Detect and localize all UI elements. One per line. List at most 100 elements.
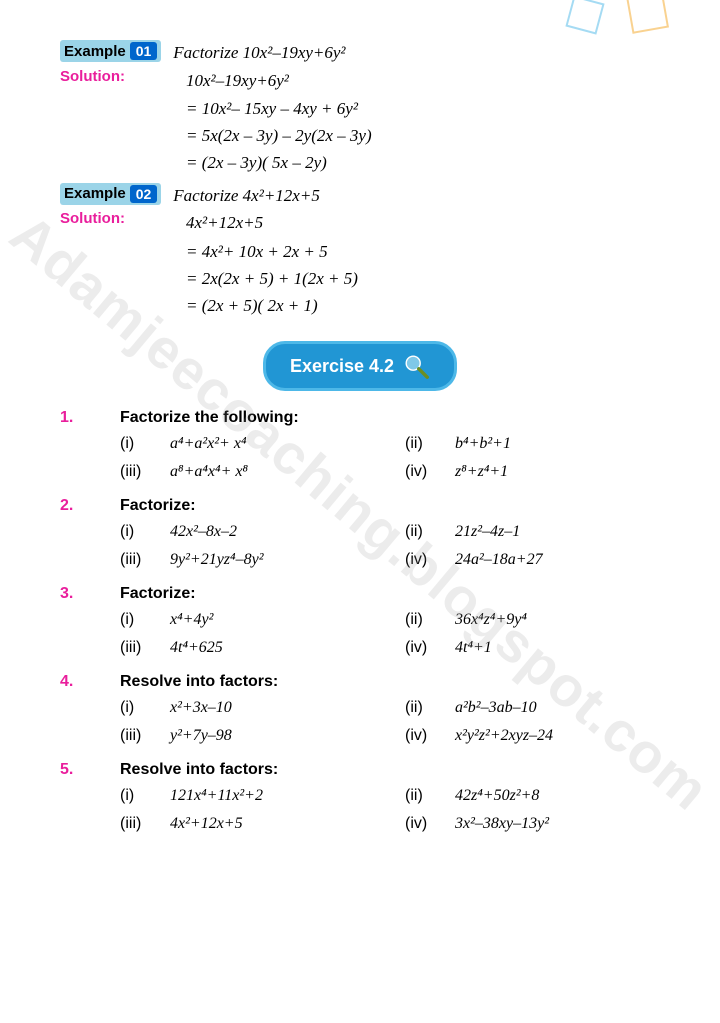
item-roman: (ii): [405, 611, 455, 629]
example-01: Example 01 Factorize 10x²–19xy+6y² Solut…: [60, 40, 660, 177]
item-expression: 4t⁴+625: [170, 639, 223, 657]
exercise-heading: Exercise 4.2: [60, 341, 660, 391]
item-roman: (ii): [405, 787, 455, 805]
item-roman: (i): [120, 787, 170, 805]
question-items: (i)a⁴+a²x²+ x⁴ (ii)b⁴+b²+1 (iii)a⁸+a⁴x⁴+ x…: [120, 435, 660, 481]
item-expression: 4x²+12x+5: [170, 815, 243, 833]
question-item: (iii)a⁸+a⁴x⁴+ x⁸: [120, 463, 375, 481]
question-title: Resolve into factors:: [120, 673, 278, 691]
item-expression: 121x⁴+11x²+2: [170, 787, 263, 805]
item-roman: (iv): [405, 463, 455, 481]
solution-label: Solution:: [60, 210, 168, 227]
example-word: Example: [64, 43, 126, 60]
example-label: Example 02: [60, 183, 161, 205]
item-expression: a⁸+a⁴x⁴+ x⁸: [170, 463, 248, 481]
item-expression: a²b²–3ab–10: [455, 699, 537, 717]
question-title: Resolve into factors:: [120, 761, 278, 779]
question-title: Factorize:: [120, 497, 196, 515]
example-prompt: Factorize 4x²+12x+5: [173, 183, 320, 209]
question-items: (i)x⁴+4y²(ii)36x⁴z⁴+9y⁴(iii)4t⁴+625(iv)4…: [120, 611, 660, 657]
item-expression: 42x²–8x–2: [170, 523, 237, 541]
example-label: Example 01: [60, 40, 161, 62]
exercise-pill: Exercise 4.2: [263, 341, 457, 391]
question-items: (i)121x⁴+11x²+2 (ii)42z⁴+50z²+8 (iii)4x²+1…: [120, 787, 660, 833]
item-roman: (i): [120, 435, 170, 453]
decoration-top: [560, 0, 680, 40]
item-roman: (iv): [405, 727, 455, 745]
question-item: (iii)4t⁴+625: [120, 639, 375, 657]
question-header: 1.Factorize the following:: [60, 409, 660, 427]
question-number: 3.: [60, 585, 120, 603]
question-number: 4.: [60, 673, 120, 691]
item-roman: (iv): [405, 815, 455, 833]
question-item: (ii)42z⁴+50z²+8: [405, 787, 660, 805]
question-item: (iv)24a²–18a+27: [405, 551, 660, 569]
item-expression: z⁸+z⁴+1: [455, 463, 508, 481]
question: 1.Factorize the following: (i)a⁴+a²x²+ x⁴…: [60, 409, 660, 481]
solution-line: = 5x(2x – 3y) – 2y(2x – 3y): [186, 122, 660, 149]
question-item: (ii)21z²–4z–1: [405, 523, 660, 541]
question-item: (ii)b⁴+b²+1: [405, 435, 660, 453]
solution-line: = 4x²+ 10x + 2x + 5: [186, 238, 660, 265]
question: 5.Resolve into factors:(i)121x⁴+11x²+2(i…: [60, 761, 660, 833]
solution-line: = 2x(2x + 5) + 1(2x + 5): [186, 265, 660, 292]
item-expression: 9y²+21yz⁴–8y²: [170, 551, 263, 569]
magnifier-icon: [402, 352, 430, 380]
item-expression: 3x²–38xy–13y²: [455, 815, 549, 833]
question-item: (iv)x²y²z²+2xyz–24: [405, 727, 660, 745]
question-number: 5.: [60, 761, 120, 779]
question-number: 2.: [60, 497, 120, 515]
question-item: (i)121x⁴+11x²+2: [120, 787, 375, 805]
exercise-title: Exercise 4.2: [290, 356, 394, 377]
solution-line: = (2x + 5)( 2x + 1): [186, 292, 660, 319]
item-expression: b⁴+b²+1: [455, 435, 511, 453]
item-expression: y²+7y–98: [170, 727, 232, 745]
item-roman: (iii): [120, 727, 170, 745]
example-02: Example 02 Factorize 4x²+12x+5 Solution:…: [60, 183, 660, 320]
question-header: 4.Resolve into factors:: [60, 673, 660, 691]
item-expression: 42z⁴+50z²+8: [455, 787, 539, 805]
question-header: 3.Factorize:: [60, 585, 660, 603]
question-item: (iii)4x²+12x+5: [120, 815, 375, 833]
item-expression: 21z²–4z–1: [455, 523, 520, 541]
solution-line: = (2x – 3y)( 5x – 2y): [186, 149, 660, 176]
solution-line: 4x²+12x+5: [186, 210, 263, 236]
item-roman: (ii): [405, 523, 455, 541]
item-roman: (iv): [405, 551, 455, 569]
item-expression: x⁴+4y²: [170, 611, 213, 629]
question: 4.Resolve into factors: (i)x²+3x–10 (ii)a²…: [60, 673, 660, 745]
item-expression: 24a²–18a+27: [455, 551, 543, 569]
item-roman: (ii): [405, 435, 455, 453]
item-roman: (iv): [405, 639, 455, 657]
question-item: (iii)9y²+21yz⁴–8y²: [120, 551, 375, 569]
question-item: (i)a⁴+a²x²+ x⁴: [120, 435, 375, 453]
item-expression: x²+3x–10: [170, 699, 232, 717]
item-roman: (iii): [120, 639, 170, 657]
question-items: (i)42x²–8x–2 (ii)21z²–4z–1 (iii)9y²+21yz⁴–…: [120, 523, 660, 569]
solution-label: Solution:: [60, 68, 168, 85]
question-number: 1.: [60, 409, 120, 427]
question-items: (i)x²+3x–10(ii)a²b²–3ab–10(iii)y²+7y–98(…: [120, 699, 660, 745]
item-expression: 4t⁴+1: [455, 639, 492, 657]
item-expression: a⁴+a²x²+ x⁴: [170, 435, 247, 453]
question-header: 2.Factorize:: [60, 497, 660, 515]
item-roman: (i): [120, 699, 170, 717]
example-prompt: Factorize 10x²–19xy+6y²: [173, 40, 345, 66]
question-item: (i)x⁴+4y²: [120, 611, 375, 629]
question-item: (iii)y²+7y–98: [120, 727, 375, 745]
item-roman: (i): [120, 611, 170, 629]
questions-container: 1.Factorize the following:(i)a⁴+a²x²+ x⁴…: [60, 409, 660, 833]
question-item: (iv)z⁸+z⁴+1: [405, 463, 660, 481]
question-item: (i)42x²–8x–2: [120, 523, 375, 541]
question-title: Factorize:: [120, 585, 196, 603]
question-item: (i)x²+3x–10: [120, 699, 375, 717]
item-expression: x²y²z²+2xyz–24: [455, 727, 553, 745]
item-roman: (iii): [120, 815, 170, 833]
solution-line: = 10x²– 15xy – 4xy + 6y²: [186, 95, 660, 122]
question-item: (ii)a²b²–3ab–10: [405, 699, 660, 717]
example-word: Example: [64, 185, 126, 202]
question: 3.Factorize:(i)x⁴+4y²(ii)36x⁴z⁴+9y⁴(iii)…: [60, 585, 660, 657]
question: 2.Factorize:(i)42x²–8x–2(ii)21z²–4z–1(ii…: [60, 497, 660, 569]
item-roman: (iii): [120, 551, 170, 569]
example-number: 01: [130, 42, 158, 60]
